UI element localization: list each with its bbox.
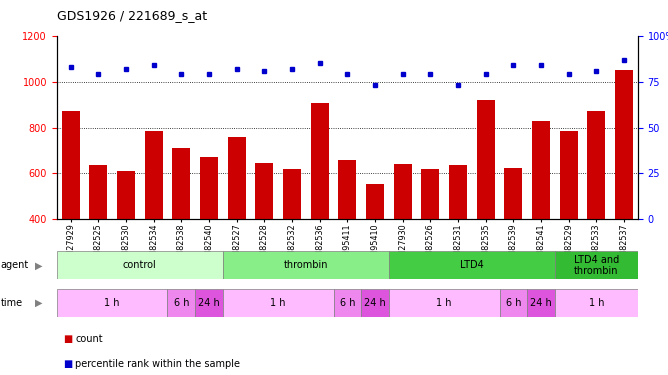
Bar <box>389 251 555 279</box>
Bar <box>532 121 550 219</box>
Text: control: control <box>123 260 157 270</box>
Bar <box>311 104 329 219</box>
Bar <box>172 148 190 219</box>
Bar <box>500 289 527 317</box>
Text: thrombin: thrombin <box>284 260 328 270</box>
Text: LTD4 and
thrombin: LTD4 and thrombin <box>574 255 619 276</box>
Bar <box>393 164 411 219</box>
Bar <box>223 251 389 279</box>
Bar <box>389 289 500 317</box>
Text: 6 h: 6 h <box>506 298 521 308</box>
Bar <box>449 165 467 219</box>
Bar <box>223 289 333 317</box>
Bar <box>195 289 223 317</box>
Bar <box>477 100 495 219</box>
Bar <box>504 168 522 219</box>
Text: LTD4: LTD4 <box>460 260 484 270</box>
Bar <box>333 289 361 317</box>
Text: ▶: ▶ <box>35 260 42 270</box>
Text: count: count <box>75 334 103 344</box>
Text: ▶: ▶ <box>35 298 42 308</box>
Bar <box>145 131 162 219</box>
Bar <box>527 289 555 317</box>
Text: 1 h: 1 h <box>104 298 120 308</box>
Bar <box>339 160 356 219</box>
Bar <box>255 163 273 219</box>
Bar <box>422 169 440 219</box>
Text: agent: agent <box>1 260 29 270</box>
Text: 24 h: 24 h <box>530 298 552 308</box>
Bar <box>57 289 168 317</box>
Bar <box>560 131 578 219</box>
Bar <box>615 70 633 219</box>
Bar <box>366 184 384 219</box>
Bar <box>361 289 389 317</box>
Text: 6 h: 6 h <box>339 298 355 308</box>
Bar <box>555 289 638 317</box>
Bar <box>168 289 195 317</box>
Text: 6 h: 6 h <box>174 298 189 308</box>
Bar <box>57 251 223 279</box>
Text: time: time <box>1 298 23 308</box>
Bar <box>283 169 301 219</box>
Bar <box>555 251 638 279</box>
Bar <box>61 111 79 219</box>
Bar <box>90 165 108 219</box>
Text: GDS1926 / 221689_s_at: GDS1926 / 221689_s_at <box>57 9 207 22</box>
Bar <box>117 171 135 219</box>
Text: ■: ■ <box>63 334 73 344</box>
Text: 24 h: 24 h <box>364 298 386 308</box>
Bar <box>228 137 246 219</box>
Text: 1 h: 1 h <box>589 298 604 308</box>
Text: 1 h: 1 h <box>436 298 452 308</box>
Text: 1 h: 1 h <box>271 298 286 308</box>
Text: ■: ■ <box>63 359 73 369</box>
Text: percentile rank within the sample: percentile rank within the sample <box>75 359 240 369</box>
Bar <box>200 158 218 219</box>
Text: 24 h: 24 h <box>198 298 220 308</box>
Bar <box>587 111 605 219</box>
